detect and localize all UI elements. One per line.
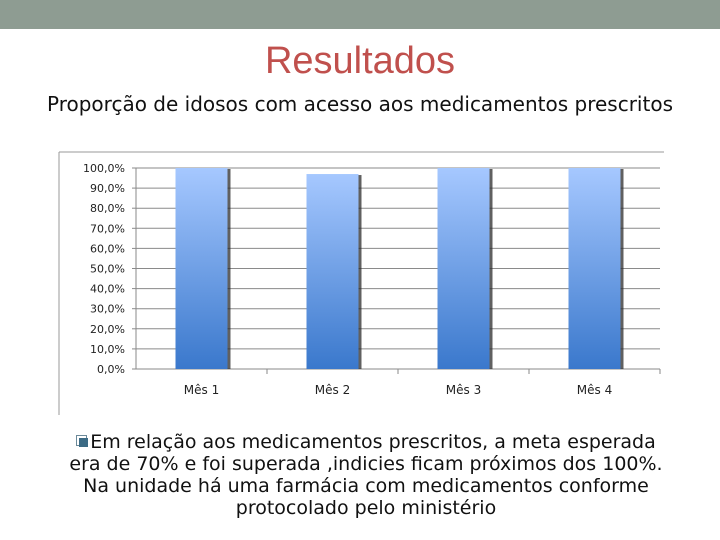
- y-tick-label: 20,0%: [90, 323, 125, 336]
- bar: [175, 168, 228, 369]
- bar: [437, 168, 490, 369]
- y-tick-label: 100,0%: [83, 162, 125, 175]
- x-category-label: Mês 3: [446, 383, 481, 397]
- y-tick-label: 80,0%: [90, 202, 125, 215]
- checkbox-bullet-icon: [76, 435, 89, 447]
- body-text: Em relação aos medicamentos prescritos, …: [69, 431, 663, 519]
- y-tick-label: 70,0%: [90, 222, 125, 235]
- y-tick-label: 10,0%: [90, 343, 125, 356]
- y-tick-label: 50,0%: [90, 263, 125, 276]
- bar: [306, 174, 359, 369]
- x-category-label: Mês 2: [315, 383, 350, 397]
- y-tick-label: 30,0%: [90, 303, 125, 316]
- slide-title: Resultados: [264, 40, 456, 82]
- x-category-label: Mês 4: [577, 383, 612, 397]
- body-paragraph: Em relação aos medicamentos prescritos, …: [66, 431, 666, 519]
- chart-subtitle: Proporção de idosos com acesso aos medic…: [47, 92, 673, 116]
- chart-area: 0,0% 10,0% 20,0% 30,0% 40,0% 50,0% 60,0% 70,0% 8…: [57, 151, 664, 415]
- y-tick-label: 40,0%: [90, 283, 125, 296]
- y-tick-label: 0,0%: [97, 363, 125, 376]
- header-bar: [0, 0, 720, 29]
- bar-chart: 0,0% 10,0% 20,0% 30,0% 40,0% 50,0% 60,0% 70,0% 8…: [58, 151, 664, 415]
- y-tick-label: 90,0%: [90, 182, 125, 195]
- bar: [568, 168, 621, 369]
- x-category-label: Mês 1: [184, 383, 219, 397]
- y-tick-label: 60,0%: [90, 242, 125, 255]
